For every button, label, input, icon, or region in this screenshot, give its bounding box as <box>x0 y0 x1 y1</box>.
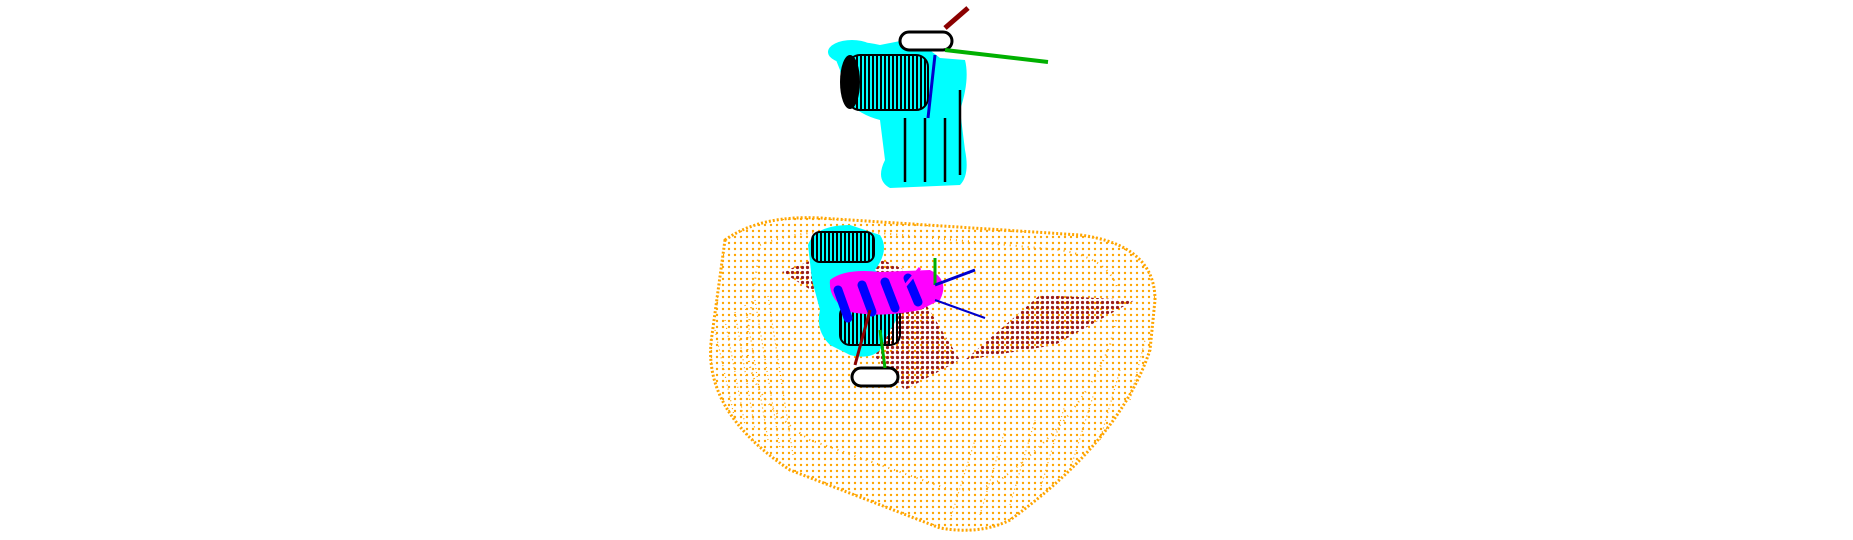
upper-frame-x-axis <box>943 6 970 30</box>
lower-gripper-model <box>808 225 986 388</box>
upper-gripper-top-pad <box>898 30 954 52</box>
container-front-wall-lines <box>949 339 1146 521</box>
upper-frame-z-axis <box>926 54 937 119</box>
upper-gripper-model <box>828 6 1049 188</box>
lower-frame-z-axis <box>934 268 976 287</box>
lower-frame-z-axis-2 <box>934 299 986 319</box>
lower-frame-y-axis-2 <box>878 329 887 369</box>
upper-gripper-black-cylinder <box>847 54 929 111</box>
contact-axis-bars <box>833 273 923 323</box>
lower-frame-magenta-axis <box>898 267 922 293</box>
upper-frame-y-axis <box>944 48 1049 64</box>
container-left-wall-lines <box>714 295 794 456</box>
lower-gripper-bottom-pad <box>850 366 900 388</box>
upper-gripper-cylinder-cap <box>840 55 860 109</box>
lower-frame-x-axis <box>853 309 872 366</box>
container-inner-rim <box>746 230 1122 492</box>
grasp-region-patch-right <box>965 295 1135 360</box>
upper-gripper-vertical-bars <box>903 90 962 182</box>
lower-gripper-black-housing <box>811 231 875 263</box>
